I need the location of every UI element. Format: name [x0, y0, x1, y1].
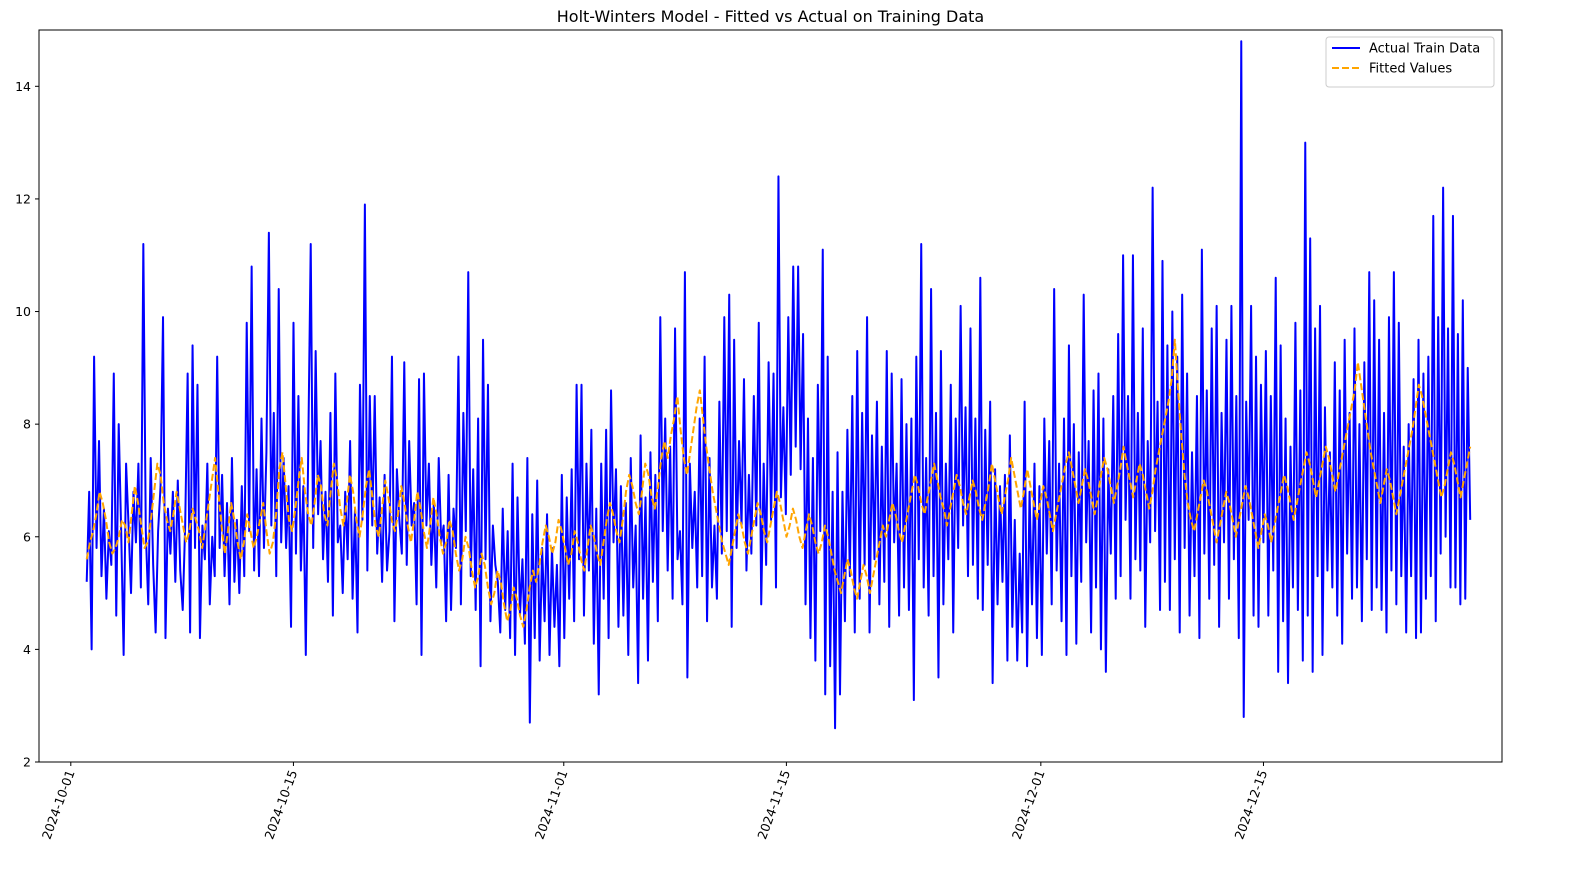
y-tick-label: 4 — [23, 642, 31, 657]
legend-label: Actual Train Data — [1369, 42, 1480, 57]
y-tick-label: 2 — [23, 755, 31, 770]
axes-frame — [38, 29, 1503, 763]
actual-series-line — [85, 40, 1472, 730]
legend-box — [1325, 36, 1495, 88]
legend: Actual Train Data Fitted Values — [1325, 36, 1495, 88]
fitted-series-line — [85, 338, 1472, 628]
y-tick-label: 14 — [15, 79, 31, 94]
y-axis: 2 4 6 8 10 12 14 — [15, 79, 39, 770]
y-tick-label: 8 — [23, 417, 31, 432]
legend-label: Fitted Values — [1369, 62, 1452, 77]
y-tick-label: 10 — [15, 304, 31, 319]
y-tick-label: 6 — [23, 529, 31, 544]
chart-title: Holt-Winters Model - Fitted vs Actual on… — [557, 7, 984, 26]
series-layer — [85, 40, 1472, 730]
y-tick-label: 12 — [15, 191, 31, 206]
